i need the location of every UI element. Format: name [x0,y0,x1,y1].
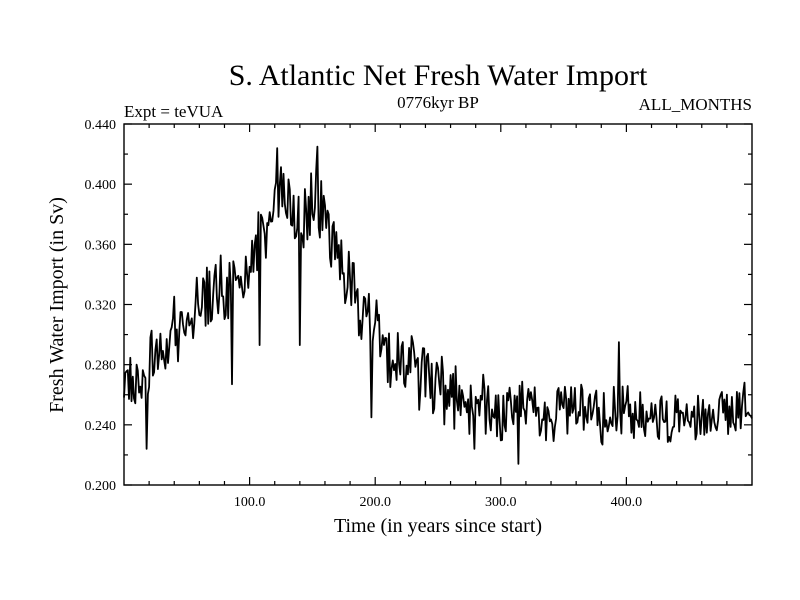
y-tick-label: 0.240 [85,419,117,434]
y-axis-label: Fresh Water Import (in Sv) [46,197,68,413]
y-tick-label: 0.200 [85,479,117,494]
x-tick-labels: 100.0 200.0 300.0 400.0 [234,495,642,510]
x-tick-label: 200.0 [359,495,391,510]
months-label: ALL_MONTHS [639,95,752,114]
y-tick-labels: 0.200 0.240 0.280 0.320 0.360 0.400 0.440 [85,118,117,494]
y-tick-label: 0.280 [85,359,117,374]
experiment-label: Expt = teVUA [124,102,224,121]
axis-ticks [124,123,752,486]
series-line [123,145,753,465]
y-tick-label: 0.400 [85,178,117,193]
y-tick-label: 0.360 [85,238,117,253]
y-tick-label: 0.440 [85,118,117,133]
y-tick-label: 0.320 [85,299,117,314]
x-axis-label: Time (in years since start) [334,515,542,537]
x-tick-label: 400.0 [611,495,643,510]
chart-title: S. Atlantic Net Fresh Water Import [229,59,648,92]
x-tick-label: 100.0 [234,495,266,510]
x-tick-label: 300.0 [485,495,517,510]
period-label: 0776kyr BP [397,93,479,112]
